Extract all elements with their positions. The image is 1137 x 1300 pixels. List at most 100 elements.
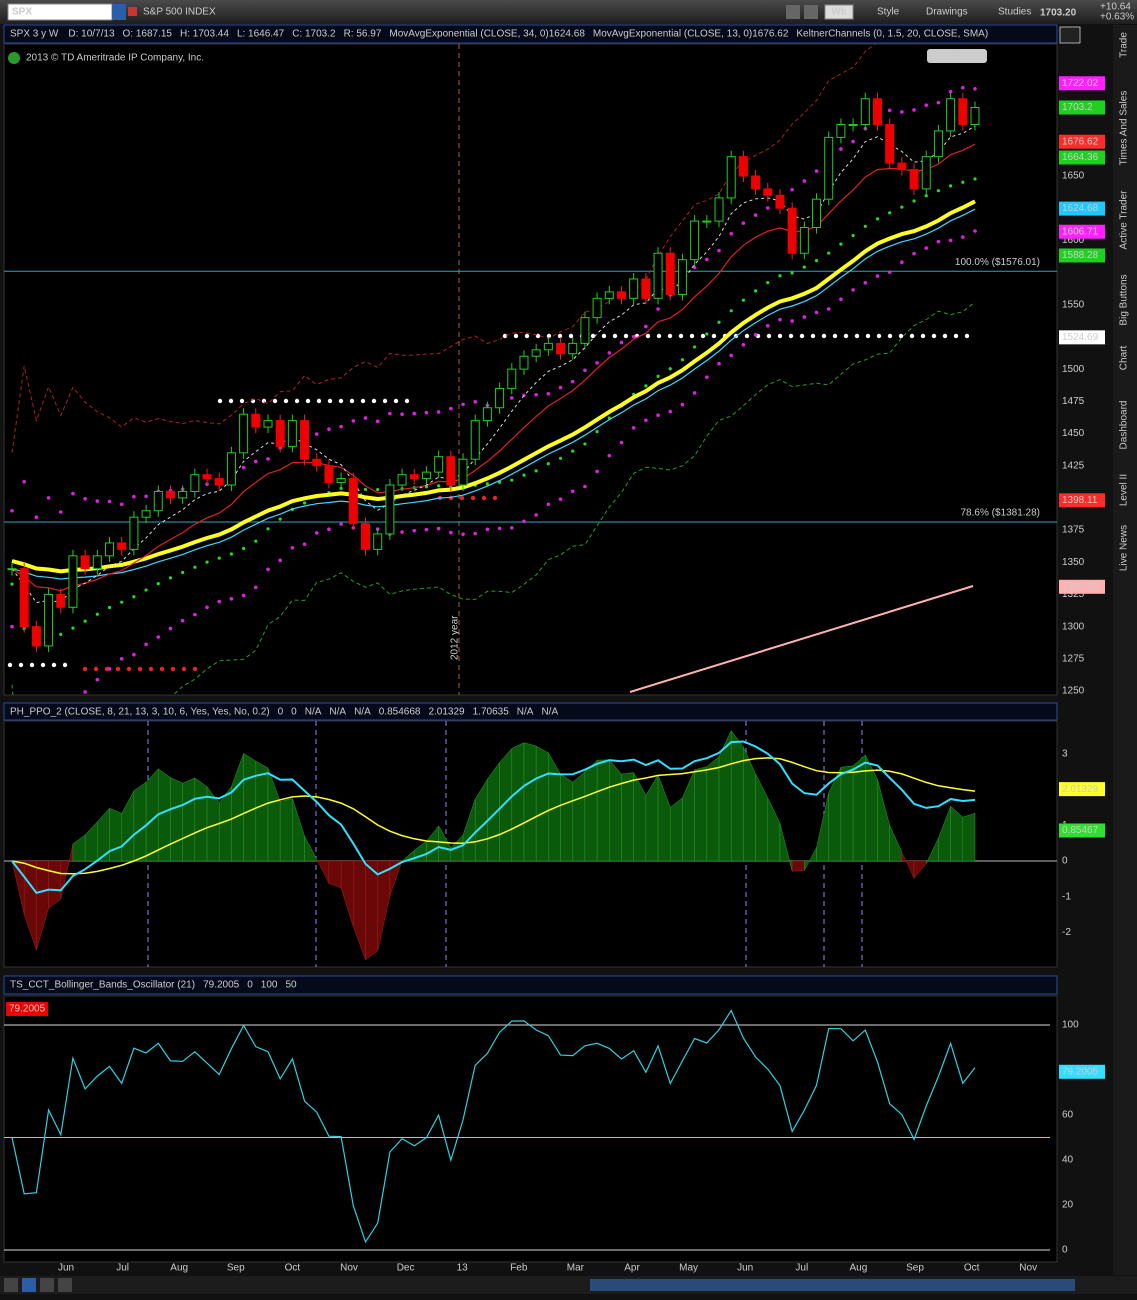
candle bbox=[141, 510, 151, 518]
trend-dot bbox=[924, 194, 928, 198]
ppo-axis-label: 0 bbox=[1062, 856, 1068, 867]
sidebar-tab[interactable]: Chart bbox=[1119, 346, 1130, 371]
x-axis-label: Jun bbox=[58, 1263, 74, 1274]
level-dot bbox=[327, 398, 333, 404]
toolbar-button[interactable]: Drawings bbox=[926, 7, 968, 18]
level-dot bbox=[821, 333, 827, 339]
level-dot bbox=[159, 666, 165, 672]
tool-icon[interactable] bbox=[804, 5, 818, 19]
candle bbox=[31, 626, 41, 647]
candle bbox=[556, 342, 566, 355]
level-dot bbox=[126, 666, 132, 672]
left-badge-label: 79.2005 bbox=[9, 1004, 46, 1015]
study-line bbox=[629, 585, 974, 693]
band-dot bbox=[814, 310, 819, 315]
scrollbar-thumb[interactable] bbox=[590, 1279, 1075, 1291]
band-dot bbox=[497, 526, 502, 531]
tool-icon[interactable] bbox=[786, 5, 800, 19]
level-dot bbox=[459, 495, 465, 501]
zoom-button[interactable] bbox=[4, 1278, 18, 1292]
level-dot bbox=[393, 398, 399, 404]
link-icon[interactable] bbox=[128, 7, 137, 16]
sidebar-tab[interactable]: Big Buttons bbox=[1119, 274, 1130, 325]
toolbar-button[interactable]: Style bbox=[877, 7, 900, 18]
band-dot bbox=[461, 532, 465, 536]
trend-dot bbox=[668, 367, 672, 371]
band-dot bbox=[912, 251, 916, 256]
candle bbox=[482, 407, 492, 422]
x-axis-label: Jul bbox=[795, 1263, 808, 1274]
x-axis-label: May bbox=[679, 1263, 698, 1274]
band-dot bbox=[217, 599, 222, 604]
band-dot bbox=[900, 260, 904, 264]
level-dot bbox=[931, 333, 937, 339]
price-badge bbox=[1059, 493, 1105, 508]
band-dot bbox=[424, 527, 429, 532]
candle bbox=[909, 169, 919, 190]
band-dot bbox=[302, 542, 307, 547]
price-badge bbox=[1059, 150, 1105, 165]
trend-dot bbox=[95, 612, 99, 616]
info-icon[interactable] bbox=[8, 52, 20, 64]
x-axis-label: Oct bbox=[285, 1263, 301, 1274]
description: S&P 500 INDEX bbox=[143, 7, 216, 18]
high-label: Hi: 1729.86 bbox=[931, 51, 983, 62]
zoom-out-button[interactable] bbox=[40, 1278, 54, 1292]
toolbar-button[interactable]: Studies bbox=[998, 7, 1031, 18]
trend-dot bbox=[571, 449, 575, 453]
band-dot bbox=[973, 229, 977, 233]
candle bbox=[787, 207, 797, 254]
candle bbox=[885, 124, 895, 164]
study-label: MovAvgExponential (CLOSE, 34, 0)1624.68 bbox=[389, 29, 585, 40]
price-badge bbox=[1059, 823, 1105, 838]
band-dot bbox=[741, 221, 746, 225]
band-dot bbox=[619, 340, 624, 345]
level-dot bbox=[148, 666, 154, 672]
level-dot bbox=[470, 495, 476, 501]
bbo-axis-label: 60 bbox=[1062, 1110, 1074, 1121]
price-badge bbox=[1059, 100, 1105, 115]
symbol-dropdown[interactable] bbox=[112, 4, 126, 20]
sidebar-tab[interactable]: Dashboard bbox=[1119, 401, 1130, 450]
aggregation[interactable]: Wk bbox=[832, 7, 847, 18]
trend-dot bbox=[949, 184, 953, 188]
trend-dot bbox=[973, 177, 977, 181]
bbo-value: 100 bbox=[261, 980, 278, 991]
sidebar-tab[interactable]: Level II bbox=[1119, 474, 1130, 506]
zoom-in-button[interactable] bbox=[22, 1278, 36, 1292]
trend-dot bbox=[863, 224, 867, 228]
band-dot bbox=[34, 515, 39, 519]
band-dot bbox=[327, 427, 331, 431]
candle bbox=[690, 220, 700, 261]
candle bbox=[178, 490, 188, 499]
candle bbox=[251, 413, 261, 428]
level-dot bbox=[854, 333, 860, 339]
cursor-button[interactable] bbox=[58, 1278, 72, 1292]
band-dot bbox=[802, 179, 807, 183]
ohlc-field: D: 10/7/13 bbox=[68, 29, 115, 40]
candle bbox=[324, 465, 334, 483]
aggregation-box[interactable] bbox=[824, 4, 854, 20]
candle bbox=[312, 458, 322, 467]
chart-tool-button[interactable] bbox=[1059, 26, 1081, 44]
level-dot bbox=[942, 333, 948, 339]
badge-label: 1676.62 bbox=[1062, 136, 1099, 147]
badge-label: 1703.2 bbox=[1062, 102, 1093, 113]
band-dot bbox=[729, 231, 734, 236]
header-row bbox=[3, 24, 1058, 44]
band-dot bbox=[253, 459, 258, 464]
level-dot bbox=[700, 333, 706, 339]
sidebar-tab[interactable]: Trade bbox=[1119, 32, 1130, 58]
band-dot bbox=[851, 288, 855, 292]
sidebar-tab[interactable]: Times And Sales bbox=[1119, 91, 1130, 166]
candle bbox=[946, 98, 956, 132]
bbo-panel bbox=[3, 995, 1058, 1263]
ppo-area bbox=[560, 773, 573, 862]
band-dot bbox=[193, 612, 197, 617]
ohlc-field: L: 1646.47 bbox=[237, 29, 285, 40]
sidebar-tab[interactable]: Active Trader bbox=[1119, 190, 1130, 250]
sidebar-tab[interactable]: Live News bbox=[1119, 525, 1130, 571]
toolbar bbox=[0, 0, 1137, 24]
candle bbox=[361, 523, 371, 550]
band-dot bbox=[473, 400, 478, 404]
